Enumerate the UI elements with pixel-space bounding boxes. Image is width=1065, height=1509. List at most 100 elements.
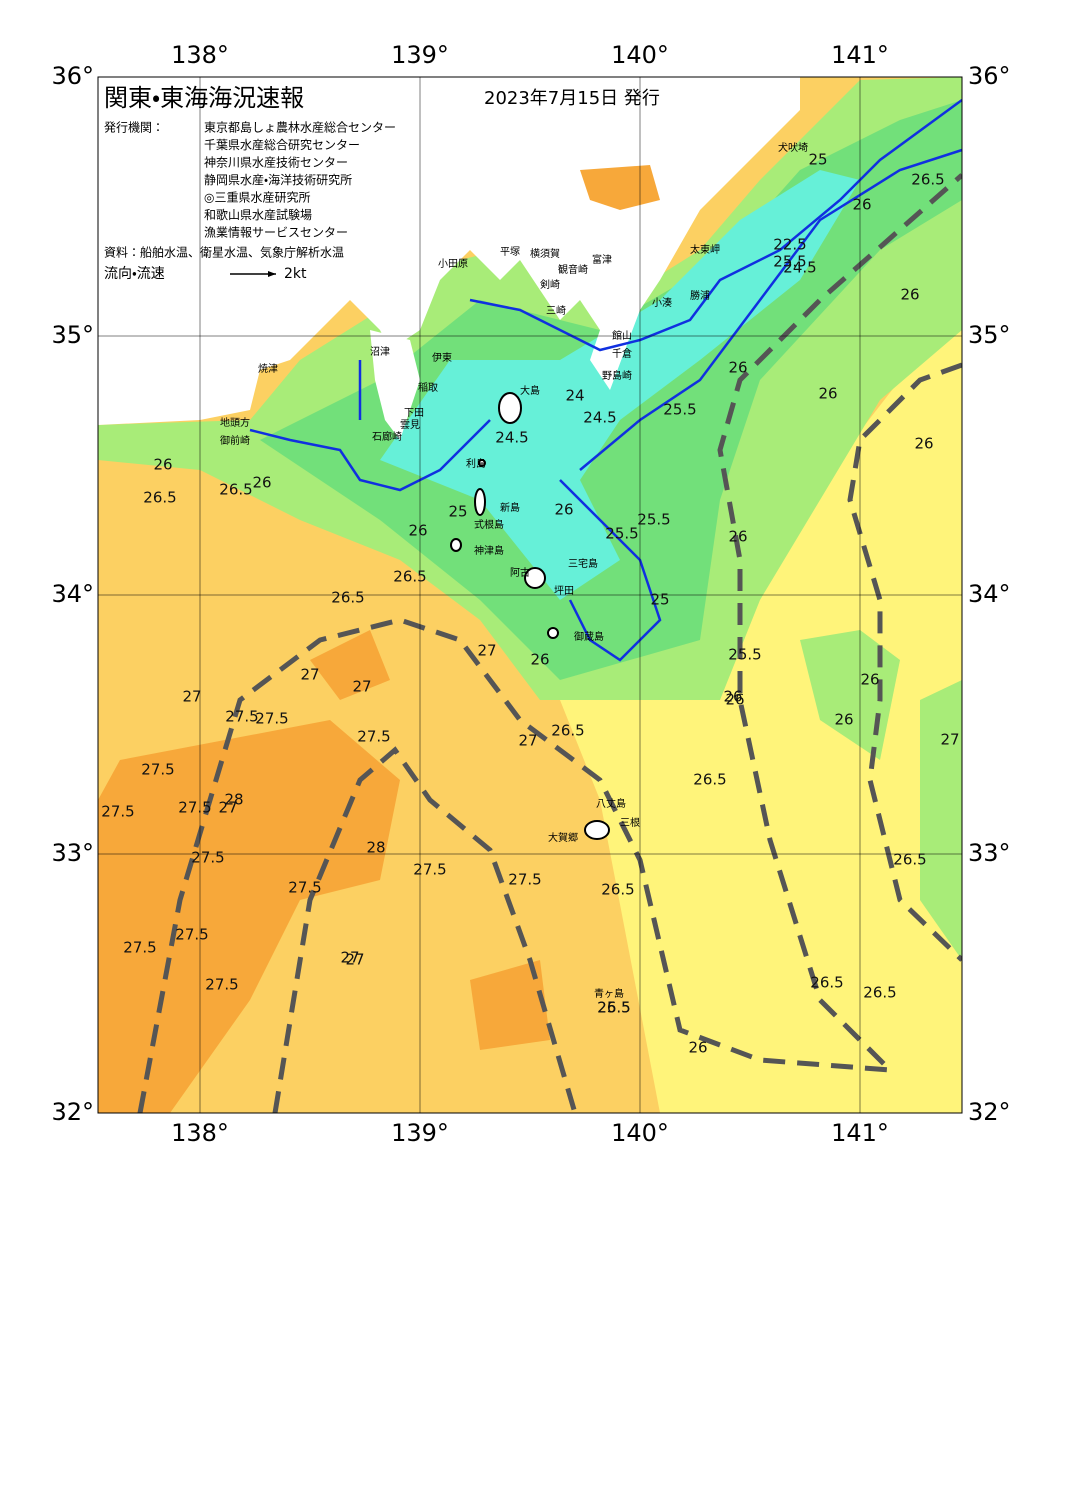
place-name: 御前崎 <box>220 434 250 447</box>
contour-label: 26 <box>723 688 742 706</box>
issuer: 千葉県水産総合研究センター <box>204 137 360 152</box>
contour-label: 26 <box>408 522 427 540</box>
contour-label: 27.5 <box>123 939 156 957</box>
lon-label: 138° <box>171 1119 229 1147</box>
lon-label: 140° <box>611 1119 669 1147</box>
contour-label: 27 <box>477 642 496 660</box>
lon-label: 139° <box>391 41 449 69</box>
contour-label: 26.5 <box>551 722 584 740</box>
lon-label: 138° <box>171 41 229 69</box>
lon-label: 140° <box>611 41 669 69</box>
contour <box>469 98 962 352</box>
place-name: 坪田 <box>554 584 574 597</box>
place-name: 三根 <box>620 816 640 829</box>
contour-label: 26.5 <box>219 481 252 499</box>
island <box>524 567 546 589</box>
contour-label: 27.5 <box>178 799 211 817</box>
fronts <box>137 173 962 1113</box>
contour-label: 27.5 <box>288 879 321 897</box>
contour-label: 28 <box>366 839 385 857</box>
place-name: 太東岬 <box>690 243 720 256</box>
contour-label: 26 <box>252 474 271 492</box>
lat-label: 35° <box>968 321 1011 349</box>
island <box>478 459 486 467</box>
contour-label: 26 <box>852 196 871 214</box>
contour-label: 26 <box>914 435 933 453</box>
place-name: 下田 <box>404 408 424 419</box>
contour-label: 27.5 <box>413 861 446 879</box>
place-name: 神津島 <box>474 544 504 557</box>
contour-label: 27.5 <box>255 710 288 728</box>
contour-label: 26.5 <box>331 589 364 607</box>
island <box>450 538 462 552</box>
contour-label: 27.5 <box>101 803 134 821</box>
contour-label: 26 <box>728 528 747 546</box>
contour-label: 26 <box>688 1039 707 1057</box>
contour-label: 26.5 <box>143 489 176 507</box>
island <box>584 820 610 840</box>
contour-label: 26 <box>530 651 549 669</box>
contour-label: 25.5 <box>605 525 638 543</box>
contour-label: 26.5 <box>863 984 896 1002</box>
contour-label: 26.5 <box>393 568 426 586</box>
issuer: 東京都島しょ農林水産総合センター <box>204 120 396 135</box>
lat-label: 35° <box>51 321 94 349</box>
contour-label: 25.5 <box>663 401 696 419</box>
place-name: 犬吠埼 <box>778 141 808 154</box>
contour-label: 26 <box>900 286 919 304</box>
place-name: 地頭方 <box>220 416 250 429</box>
place-name: 石廊崎 <box>372 430 402 443</box>
contour-label: 25.5 <box>637 511 670 529</box>
islands <box>450 392 610 840</box>
sea-green <box>920 680 962 960</box>
contour-label: 26 <box>554 501 573 519</box>
issuer: 漁業情報サービスセンター <box>204 226 348 240</box>
place-name: 平塚 <box>500 246 520 258</box>
front <box>847 362 962 962</box>
contour-label: 27 <box>352 678 371 696</box>
place-name: 阿古 <box>510 566 530 579</box>
contour-label: 26 <box>725 691 744 709</box>
contour-label: 26.5 <box>693 771 726 789</box>
contour-label: 27 <box>300 666 319 684</box>
place-name: 新島 <box>500 501 520 514</box>
contour-label: 26.5 <box>893 851 926 869</box>
contour-label: 26.5 <box>601 881 634 899</box>
place-name: 大賀郷 <box>548 831 578 844</box>
place-name: 千倉 <box>612 348 632 360</box>
place-name: 焼津 <box>258 363 278 375</box>
island <box>498 392 522 424</box>
front <box>272 746 578 1113</box>
sea-orange <box>470 960 550 1050</box>
lat-label: 33° <box>51 839 94 867</box>
lat-label: 36° <box>968 62 1011 90</box>
lon-label: 141° <box>831 1119 889 1147</box>
contour-label: 28 <box>224 791 243 809</box>
island <box>547 627 559 639</box>
issuer: 和歌山県水産試験場 <box>204 207 312 222</box>
contour-label: 25 <box>650 591 669 609</box>
contour-label: 27 <box>940 731 959 749</box>
place-name: 稲取 <box>418 382 438 394</box>
lat-label: 36° <box>51 62 94 90</box>
place-name: 沼津 <box>370 345 390 358</box>
sea-orange <box>310 630 390 700</box>
contour-label: 26.5 <box>810 974 843 992</box>
flow-arrowhead <box>268 271 276 277</box>
contour-label: 27 <box>182 688 201 706</box>
contours <box>249 98 962 662</box>
lat-label: 34° <box>968 580 1011 608</box>
place-name: 横須賀 <box>530 247 560 260</box>
contour-label: 27 <box>340 949 359 967</box>
sst-field <box>98 77 962 1113</box>
place-name: 勝浦 <box>690 289 710 302</box>
contour-label: 26.5 <box>597 999 630 1017</box>
contour-label: 25 <box>448 503 467 521</box>
lon-label: 141° <box>831 41 889 69</box>
place-name: 小湊 <box>652 296 672 309</box>
sea-orange <box>98 720 400 1113</box>
land-izu <box>370 330 420 440</box>
place-name: 三宅島 <box>568 557 598 570</box>
